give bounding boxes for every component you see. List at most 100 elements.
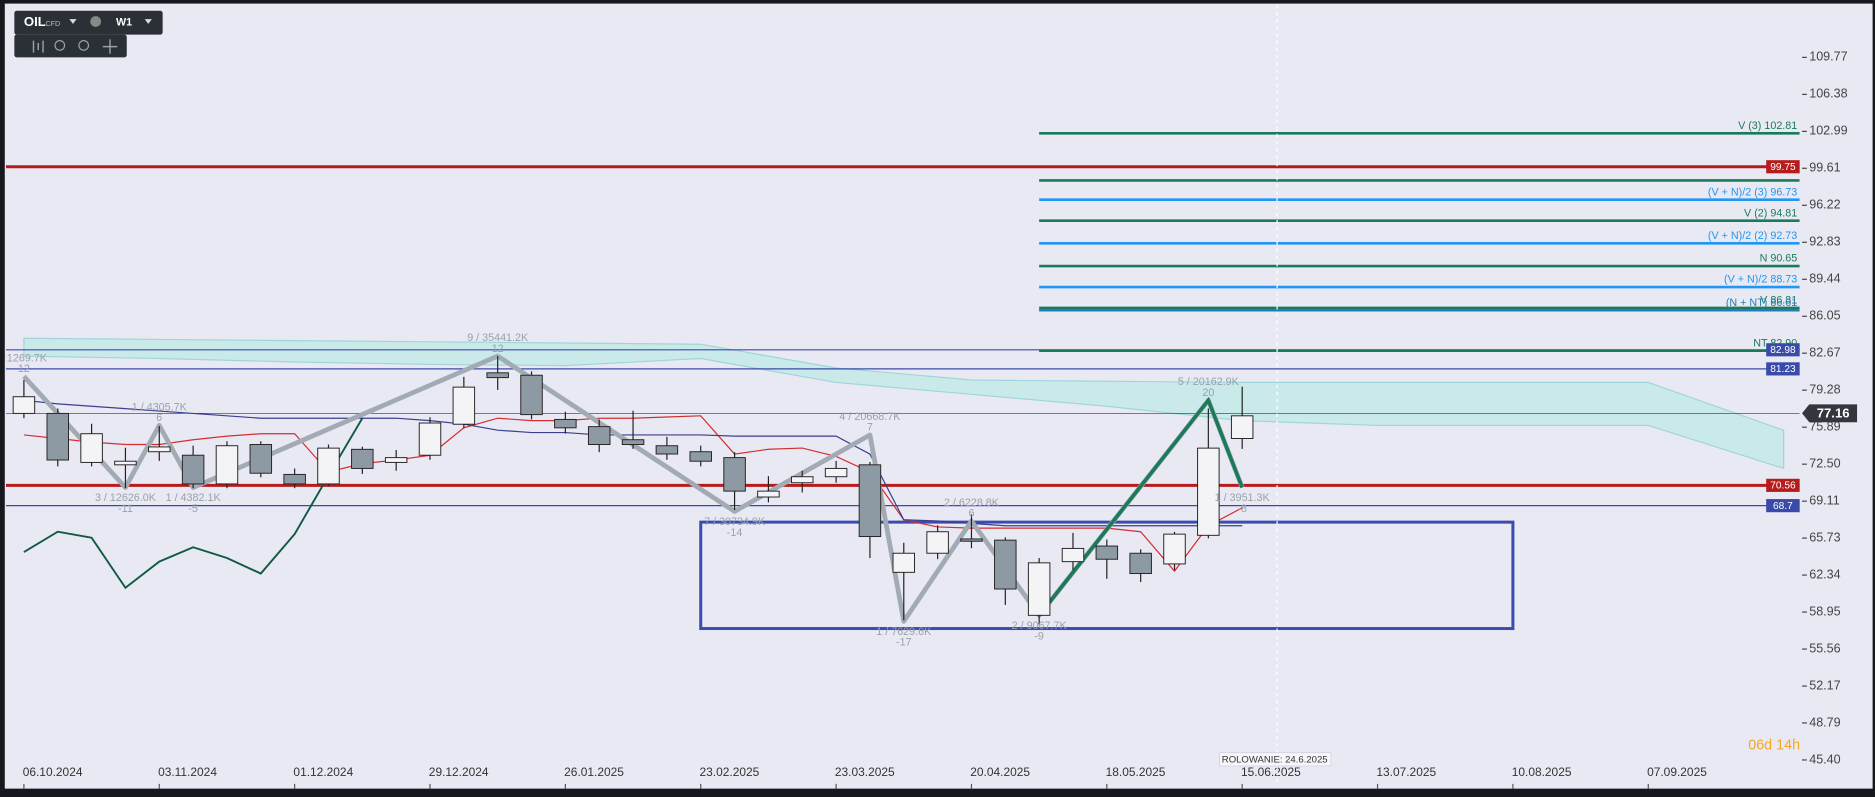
projection-label: (V + N)/2 (2) 92.73: [1708, 230, 1797, 242]
y-tick-label: 75.89: [1809, 419, 1840, 433]
candle-body: [181, 454, 205, 485]
candle-body: [926, 531, 949, 554]
candle-body: [283, 473, 306, 485]
swing-label: 7 / 30734.9K: [704, 516, 766, 528]
pan-icon[interactable]: [102, 39, 118, 54]
candle-body: [249, 444, 273, 474]
rollover-label: ROLOWANIE: 24.6.2025: [1222, 754, 1328, 765]
candle-body: [892, 552, 916, 573]
candle-body: [723, 457, 746, 492]
swing-label: 1 / 7629.6K: [876, 626, 932, 638]
candle-body: [757, 490, 780, 498]
y-tick-label: 86.05: [1809, 309, 1840, 323]
dropdown-icon[interactable]: [69, 19, 77, 24]
interval[interactable]: W1: [116, 17, 132, 29]
y-tick-label: 72.50: [1809, 456, 1840, 470]
swing-count: 6: [156, 412, 162, 424]
swing-count: -11: [118, 503, 133, 515]
y-tick-label: 79.28: [1809, 382, 1840, 396]
indicator-line: [23, 417, 364, 590]
y-tick-label: 69.11: [1809, 493, 1839, 507]
x-tick-label: 06.10.2024: [23, 765, 83, 779]
x-tick-label: 18.05.2025: [1106, 765, 1166, 779]
price-box: [1766, 343, 1800, 357]
x-tick-label: 29.12.2024: [429, 765, 489, 779]
price-label: 99.75: [1770, 162, 1796, 173]
candle-body: [486, 372, 509, 379]
swing-label: 1 / 4305.7K: [132, 401, 188, 413]
y-tick-label: 89.44: [1809, 272, 1840, 286]
candle-body: [587, 426, 611, 446]
projection-label: V (3) 102.81: [1738, 120, 1797, 132]
price-label: 70.56: [1770, 481, 1796, 492]
x-tick-label: 13.07.2025: [1376, 765, 1436, 779]
candle-body: [994, 539, 1017, 590]
swing-count: 12: [492, 343, 504, 355]
dropdown-icon[interactable]: [144, 19, 152, 24]
candle-body: [824, 467, 848, 478]
projection-label: (N + NT) 86.61: [1726, 297, 1797, 309]
x-tick-label: 26.01.2025: [564, 765, 624, 779]
x-tick-label: 07.09.2025: [1647, 765, 1707, 779]
y-tick-label: 99.61: [1809, 161, 1840, 175]
candle-body: [1027, 562, 1051, 616]
candle-body: [1061, 547, 1085, 563]
projection-label: V (2) 94.81: [1744, 207, 1797, 219]
candle-body: [418, 422, 442, 456]
swing-label: 3 / 12626.0K: [95, 492, 157, 504]
candle-body: [1129, 552, 1152, 575]
projection-label: (V + N)/2 88.73: [1724, 274, 1797, 286]
candle-body: [215, 445, 239, 485]
zone-box: [699, 520, 1515, 631]
y-tick-label: 92.83: [1809, 235, 1840, 249]
candle-body: [791, 476, 814, 484]
swing-label: 9 / 35441.2K: [467, 332, 529, 344]
y-tick-label: 96.22: [1809, 198, 1840, 212]
swing-label: 21269.7K: [1, 352, 48, 364]
toolbar: OIL CFD W1: [14, 10, 163, 58]
price-label: 82.98: [1770, 345, 1796, 356]
price-label: 77.16: [1817, 405, 1850, 420]
zoom-in-icon[interactable]: [78, 40, 90, 51]
price-box: [1766, 478, 1800, 492]
price-box: [1766, 499, 1800, 513]
projection-label: V 86.81: [1760, 295, 1797, 307]
candle-body: [317, 447, 340, 485]
candle-body: [1163, 533, 1186, 565]
price-box: [1802, 404, 1858, 423]
indicator-icon[interactable]: [32, 40, 44, 53]
x-tick-label: 23.02.2025: [700, 765, 760, 779]
y-tick-label: 52.17: [1809, 678, 1840, 692]
candle-body: [1197, 447, 1220, 536]
x-tick-label: 15.06.2025: [1241, 765, 1301, 779]
projection-label: N 90.65: [1760, 253, 1798, 265]
symbol[interactable]: OIL: [24, 14, 46, 29]
y-tick-label: 55.56: [1809, 641, 1840, 655]
candle-body: [554, 418, 577, 429]
candle-body: [114, 460, 137, 466]
swing-label: 1 / 4382.1K: [166, 492, 222, 504]
y-tick-label: 109.77: [1809, 50, 1847, 64]
y-tick-label: 48.79: [1809, 715, 1840, 729]
toolbar-box: [14, 10, 163, 35]
candle-body: [46, 412, 69, 461]
swing-label: 4 / 20668.7K: [839, 411, 901, 423]
candle-body: [1095, 545, 1119, 560]
candle-body: [960, 538, 983, 542]
zoom-out-icon[interactable]: [54, 40, 66, 51]
swing-label: 1 / 3951.3K: [1215, 492, 1271, 504]
projection-label: (V + N)/2 (3) 96.73: [1708, 186, 1797, 198]
ichimoku-cloud: [23, 337, 1785, 470]
swing-count: 6: [968, 508, 974, 520]
price-box: [1766, 160, 1800, 174]
candle-body: [351, 448, 374, 469]
x-tick-label: 01.12.2024: [293, 765, 353, 779]
y-tick-label: 65.73: [1809, 530, 1840, 544]
swing-label: 2 / 9067.7K: [1012, 620, 1068, 632]
y-tick-label: 45.40: [1809, 752, 1840, 766]
swing-count: 12: [18, 363, 30, 375]
info-icon[interactable]: [90, 16, 102, 27]
candle-body: [1230, 415, 1254, 439]
